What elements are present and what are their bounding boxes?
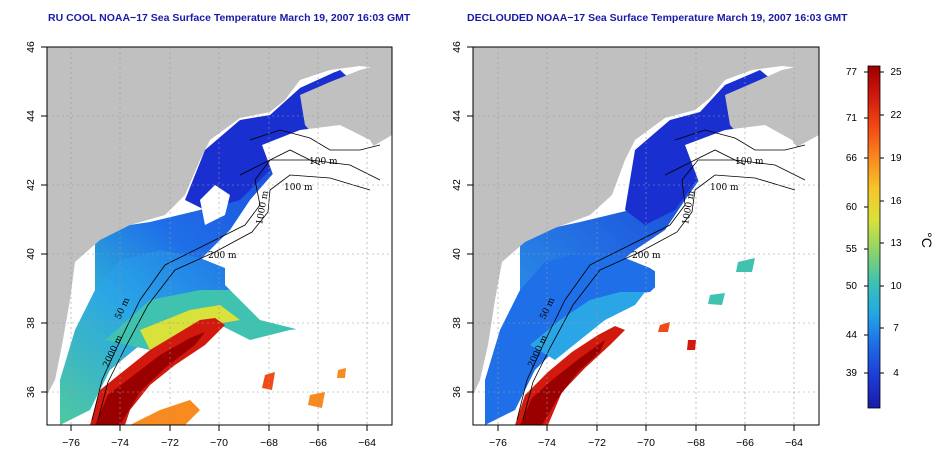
celsius-tick-label: 16 (890, 196, 902, 207)
fahrenheit-tick-label: 66 (846, 153, 858, 164)
colorbar-ticks (864, 71, 884, 374)
contour-label: 200 m (632, 251, 661, 261)
right-grid (473, 47, 819, 425)
land-north-america (473, 47, 819, 395)
y-tick-label: 46 (451, 41, 463, 53)
x-tick-label: −74 (538, 437, 556, 449)
x-tick-label: −64 (358, 437, 376, 449)
fahrenheit-tick-label: 77 (846, 67, 858, 78)
colorbar: 39 44 50 55 60 66 71 77 4 7 10 13 16 19 … (840, 0, 950, 475)
x-tick-label: −76 (489, 437, 507, 449)
right-map: 100 m 200 m 2000 m 50 m 100 m 1000 m −76… (420, 0, 840, 475)
celsius-tick-label: 7 (893, 323, 899, 334)
gulf-stream-core (95, 332, 205, 425)
left-grid (47, 47, 392, 425)
celsius-unit-label: °C (919, 232, 935, 248)
contour-label: 100 m (710, 183, 739, 193)
left-x-tick-marks (41, 46, 368, 431)
left-map-svg: 100 m 200 m 2000 m 50 m 100 m 1000 m −76… (25, 41, 393, 449)
x-tick-label: −68 (260, 437, 278, 449)
y-tick-label: 38 (451, 317, 463, 329)
right-map-svg: 100 m 200 m 2000 m 50 m 100 m 1000 m −76… (451, 41, 820, 449)
contour-label: 100 m (284, 183, 313, 193)
fahrenheit-tick-label: 39 (846, 368, 858, 379)
fahrenheit-tick-label: 44 (846, 330, 858, 341)
x-tick-label: −66 (736, 437, 754, 449)
x-tick-label: −72 (161, 437, 179, 449)
y-tick-label: 36 (25, 386, 37, 398)
right-map-title: DECLOUDED NOAA−17 Sea Surface Temperatur… (467, 12, 848, 24)
cool-spot (708, 293, 725, 305)
fahrenheit-tick-label: 60 (846, 202, 858, 213)
x-tick-label: −76 (62, 437, 80, 449)
clouds-north (200, 185, 230, 225)
warm-spot (687, 340, 696, 350)
y-tick-label: 38 (25, 317, 37, 329)
right-x-tick-marks (467, 46, 795, 431)
warm-spot (308, 392, 325, 408)
fahrenheit-tick-label: 50 (846, 281, 858, 292)
left-map: 100 m 200 m 2000 m 50 m 100 m 1000 m −76… (0, 0, 420, 475)
colorbar-gradient (867, 65, 881, 409)
warm-spot (658, 322, 670, 332)
celsius-tick-label: 25 (890, 67, 902, 78)
x-tick-label: −72 (588, 437, 606, 449)
slope-water-cyan (530, 292, 645, 360)
clouds-shelf-east (685, 125, 810, 210)
x-tick-label: −68 (687, 437, 705, 449)
land-north-america (47, 47, 392, 395)
colorbar-svg: 39 44 50 55 60 66 71 77 4 7 10 13 16 19 … (846, 65, 935, 409)
x-tick-label: −74 (111, 437, 129, 449)
fahrenheit-tick-label: 55 (846, 244, 858, 255)
warm-spot (262, 372, 275, 390)
y-tick-label: 42 (25, 179, 37, 191)
fahrenheit-tick-label: 71 (846, 113, 858, 124)
x-tick-label: −70 (637, 437, 655, 449)
mid-atlantic-shelf (485, 252, 665, 425)
celsius-tick-label: 22 (890, 110, 902, 121)
celsius-tick-label: 19 (890, 153, 902, 164)
warm-water-orange (130, 400, 200, 425)
y-tick-label: 44 (25, 110, 37, 122)
x-tick-label: −66 (309, 437, 327, 449)
y-tick-label: 36 (451, 386, 463, 398)
y-tick-label: 40 (451, 248, 463, 260)
contour-label: 100 m (309, 157, 338, 167)
contour-label: 100 m (735, 157, 764, 167)
cool-spot (736, 258, 755, 272)
gulf-stream-core (520, 340, 605, 425)
x-tick-label: −70 (210, 437, 228, 449)
bathymetry-contours (91, 129, 381, 421)
celsius-tick-label: 10 (890, 281, 902, 292)
y-tick-label: 44 (451, 110, 463, 122)
celsius-tick-label: 4 (893, 368, 899, 379)
y-tick-label: 46 (25, 41, 37, 53)
x-tick-label: −64 (785, 437, 803, 449)
warm-spot (337, 368, 346, 378)
y-tick-label: 40 (25, 248, 37, 260)
y-tick-label: 42 (451, 179, 463, 191)
clouds-offshore (635, 250, 819, 425)
left-map-title: RU COOL NOAA−17 Sea Surface Temperature … (48, 12, 411, 24)
contour-label: 200 m (208, 251, 237, 261)
celsius-tick-label: 13 (890, 238, 902, 249)
